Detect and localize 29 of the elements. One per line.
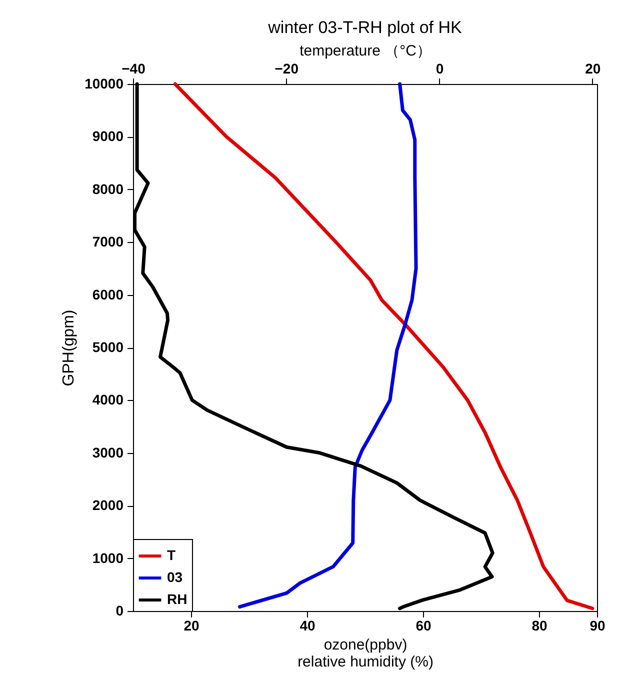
y-tick-label: 4000	[92, 392, 124, 408]
x2-tick-label: −20	[274, 60, 299, 76]
line-series	[238, 82, 418, 609]
chart-title: winter 03-T-RH plot of HK	[267, 18, 462, 37]
x2-axis-title: temperature （°C）	[300, 42, 432, 60]
y-tick-label: 3000	[92, 444, 124, 460]
y-tick-label: 6000	[92, 286, 124, 302]
x-tick-label: 40	[300, 618, 316, 634]
x2-tick-label: 20	[585, 60, 601, 76]
y-tick-label: 10000	[84, 76, 124, 92]
y-tick-label: 8000	[92, 180, 124, 197]
x-tick-label: 20	[184, 618, 200, 634]
y-axis-title: GPH(gpm)	[60, 310, 78, 386]
legend-label: 03	[167, 569, 183, 585]
x-tick-label: 80	[532, 618, 548, 634]
legend-label: T	[167, 547, 176, 563]
x-tick-label: 60	[416, 618, 432, 634]
x-tick-label: 90	[590, 618, 606, 634]
legend-label: RH	[167, 591, 188, 607]
y-tick-label: 7000	[92, 234, 124, 250]
y-tick-label: 2000	[92, 497, 124, 514]
x2-tick-label: −40	[122, 60, 146, 76]
y-tick-label: 0	[116, 602, 124, 618]
line-series	[132, 82, 494, 610]
y-tick-label: 5000	[92, 339, 124, 355]
y-tick-label: 1000	[92, 550, 124, 566]
y-tick-label: 9000	[92, 128, 124, 144]
x-axis-title: ozone(ppbv) relative humidity (%)	[298, 636, 434, 670]
x2-tick-label: 0	[436, 60, 444, 76]
